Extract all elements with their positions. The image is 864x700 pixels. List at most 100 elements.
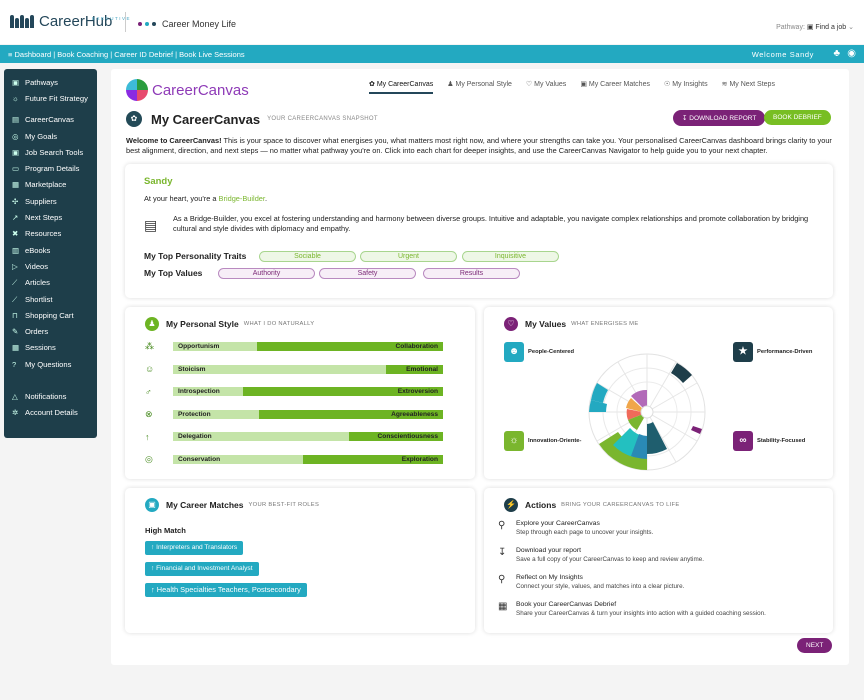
bell-icon[interactable]: ♣ [833, 48, 840, 59]
sidebar-item-job-search-tools[interactable]: ▣ Job Search Tools [4, 148, 97, 164]
style-bar: Stoicism Emotional [173, 364, 443, 374]
download-report-button[interactable]: ↧ DOWNLOAD REPORT [673, 110, 766, 126]
sidebar-item-notifications[interactable]: △ Notifications [4, 392, 97, 408]
pathway-selector[interactable]: Pathway: ▣ Find a job ⌄ [776, 23, 854, 31]
sidebar-item-videos[interactable]: ▷ Videos [4, 262, 97, 278]
values-wheel[interactable] [484, 307, 833, 479]
sidebar-item-orders[interactable]: ✎ Orders [4, 327, 97, 343]
action-download[interactable]: ↧ Download your report Save a full copy of… [498, 547, 704, 563]
welcome-text: Welcome Sandy [751, 50, 814, 59]
bell-icon: △ [12, 392, 18, 402]
wedge-blue [631, 434, 647, 459]
book-debrief-button[interactable]: BOOK DEBRIEF [764, 110, 831, 125]
bulb-icon: ☼ [12, 94, 19, 104]
sidebar-item-pathways[interactable]: ▣ Pathways [4, 78, 97, 94]
sidebar-item-account-details[interactable]: ✲ Account Details [4, 408, 97, 424]
sidebar-item-shopping-cart[interactable]: ⊓ Shopping Cart [4, 311, 97, 327]
card-subtitle: WHAT I DO NATURALLY [243, 321, 315, 327]
sidebar-item-future-fit-strategy[interactable]: ☼ Future Fit Strategy [4, 94, 97, 115]
personal-style-row: ◎ Conservation Exploration [145, 453, 443, 466]
canvas-tab-icon: ✿ [369, 81, 375, 88]
sidebar-item-resources[interactable]: ✖ Resources [4, 229, 97, 245]
sidebar-item-label: Shopping Cart [25, 310, 74, 320]
sidebar-item-ebooks[interactable]: ▥ eBooks [4, 246, 97, 262]
next-button[interactable]: NEXT [797, 638, 833, 653]
values-card[interactable]: ♡ My Values WHAT ENERGISES ME [484, 307, 833, 479]
personal-style-card[interactable]: ♟ My Personal Style WHAT I DO NATURALLY … [125, 307, 475, 479]
sidebar-item-my-goals[interactable]: ◎ My Goals [4, 132, 97, 148]
heart-icon: ♡ [525, 81, 533, 88]
pathway-value: Find a job [815, 24, 847, 31]
style-bar: Opportunism Collaboration [173, 342, 443, 351]
canvas-icon: ▤ [12, 115, 20, 125]
tab-values[interactable]: ♡ My Values [526, 80, 566, 94]
pathway-label: Pathway: [776, 24, 805, 31]
career-matches-card[interactable]: ▣ My Career Matches YOUR BEST-FIT ROLES … [125, 488, 475, 633]
chat-icon: ⚲ [498, 574, 506, 585]
download-label: DOWNLOAD REPORT [689, 115, 757, 122]
main-navbar: ≡ Dashboard | Book Coaching | Career ID … [0, 45, 864, 63]
tab-career-matches[interactable]: ▣ My Career Matches [580, 80, 650, 94]
sidebar-item-next-steps[interactable]: ↗ Next Steps [4, 213, 97, 229]
sidebar-item-careercanvas[interactable]: ▤ CareerCanvas [4, 115, 97, 131]
personal-style-row: ⊗ Protection Agreeableness [145, 408, 443, 421]
career-match-item[interactable]: ↑ Financial and Investment Analyst [145, 562, 259, 576]
orders-icon: ✎ [12, 327, 19, 337]
tab-personal-style[interactable]: ♟ My Personal Style [447, 80, 512, 94]
career-match-item[interactable]: ↑ Health Specialties Teachers, Postsecon… [145, 583, 307, 597]
sidebar-item-articles[interactable]: ⟋ Articles [4, 278, 97, 294]
value-label: Performance-Driven [757, 349, 813, 355]
chevron-down-icon: ⌄ [848, 24, 854, 31]
style-right-label: Extroversion [397, 388, 438, 395]
style-bar-fill [243, 387, 443, 396]
brand-sub: EXECUTIVE [92, 16, 132, 21]
top-header: CareerHub EXECUTIVE Career Money Life Pa… [0, 0, 864, 44]
sidebar-item-marketplace[interactable]: ▦ Marketplace [4, 180, 97, 196]
personal-style-row: ♂ Introspection Extroversion [145, 385, 443, 398]
action-title: Reflect on My Insights [516, 574, 583, 581]
trophy-icon: ★ [733, 342, 753, 362]
style-bar-fill [386, 364, 443, 374]
network-icon: ⁂ [145, 341, 154, 351]
action-explore[interactable]: ⚲ Explore your CareerCanvas Step through e… [498, 520, 653, 536]
match-label: Interpreters and Translators [156, 544, 238, 551]
user-icon[interactable]: ◉ [847, 48, 856, 59]
action-reflect[interactable]: ⚲ Reflect on My Insights Connect your styl… [498, 574, 684, 590]
style-left-label: Conservation [178, 455, 221, 463]
sidebar-item-sessions[interactable]: ▦ Sessions [4, 343, 97, 359]
action-desc: Share your CareerCanvas & turn your insi… [516, 610, 766, 617]
nav-links[interactable]: ≡ Dashboard | Book Coaching | Career ID … [8, 50, 245, 59]
video-icon: ▷ [12, 261, 18, 271]
action-book-debrief[interactable]: ▦ Book your CareerCanvas Debrief Share you… [498, 601, 766, 617]
sidebar-item-label: Job Search Tools [25, 147, 84, 157]
careercanvas-logo: CareerCanvas [126, 79, 249, 101]
tab-next-steps[interactable]: ≋ My Next Steps [722, 80, 775, 94]
bulb-icon: ☉ [663, 81, 671, 88]
careerhub-logo[interactable]: CareerHub [10, 14, 112, 29]
wheel-center [640, 405, 654, 419]
question-icon: ? [12, 359, 17, 369]
intro-body: This is your space to discover what ener… [126, 136, 832, 155]
arrow-up-icon: ↑ [151, 565, 155, 572]
tab-label: My Career Matches [588, 81, 650, 88]
nav-links-text[interactable]: Dashboard | Book Coaching | Career ID De… [14, 50, 245, 59]
career-money-life-link[interactable]: Career Money Life [138, 19, 236, 29]
values-title: ♡ My Values WHAT ENERGISES ME [504, 317, 638, 331]
sidebar-spacer [4, 376, 97, 392]
wedge-people [589, 400, 607, 412]
sidebar-item-shortlist[interactable]: ⟋ Shortlist [4, 295, 97, 311]
style-bar: Protection Agreeableness [173, 409, 443, 419]
career-match-item[interactable]: ↑ Interpreters and Translators [145, 541, 244, 555]
sidebar-item-suppliers[interactable]: ✣ Suppliers [4, 197, 97, 213]
header-divider [125, 12, 126, 32]
action-title: Explore your CareerCanvas [516, 520, 600, 527]
sidebar-item-my-questions[interactable]: ? My Questions [4, 360, 97, 376]
style-right-label: Exploration [401, 455, 438, 463]
people-icon: ☻ [504, 342, 524, 362]
store-icon: ▦ [12, 180, 20, 190]
heart-icon: ♡ [504, 317, 518, 331]
tab-insights[interactable]: ☉ My Insights [664, 80, 708, 94]
sidebar-item-program-details[interactable]: ▭ Program Details [4, 164, 97, 180]
card-subtitle: BRING YOUR CAREERCANVAS TO LIFE [561, 502, 680, 508]
tab-my-careercanvas[interactable]: ✿ My CareerCanvas [369, 80, 434, 94]
